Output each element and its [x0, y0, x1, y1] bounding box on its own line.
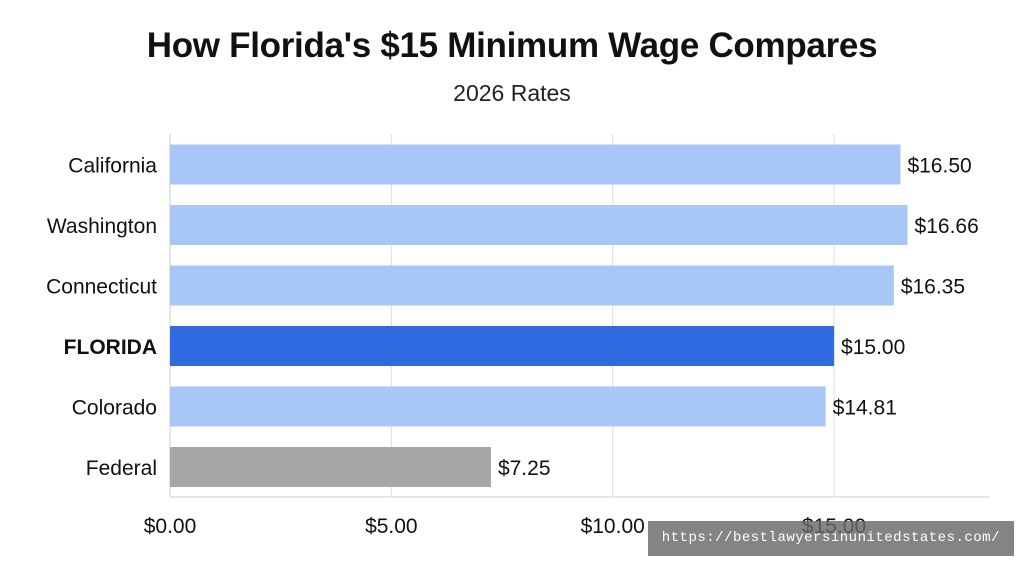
value-label-federal: $7.25 [498, 457, 551, 480]
chart-subtitle: 2026 Rates [453, 80, 571, 106]
value-label-florida: $15.00 [841, 336, 905, 359]
value-label-washington: $16.66 [915, 215, 979, 238]
x-tick-label-0: $0.00 [144, 515, 197, 538]
x-tick-label-1: $5.00 [365, 515, 418, 538]
watermark-url: https://bestlawyersinunitedstates.com/ [647, 521, 1014, 556]
bar-california [170, 144, 901, 185]
chart-title: How Florida's $15 Minimum Wage Compares [146, 26, 878, 65]
category-label-washington: Washington [47, 215, 157, 238]
bar-connecticut [170, 265, 894, 306]
x-tick-label-2: $10.00 [581, 515, 645, 538]
bar-washington [170, 205, 908, 245]
bar-federal [170, 447, 491, 487]
category-label-california: California [68, 155, 157, 178]
category-label-federal: Federal [86, 457, 157, 480]
value-label-connecticut: $16.35 [901, 276, 965, 299]
bar-florida [170, 326, 835, 366]
category-label-florida: FLORIDA [64, 336, 157, 359]
value-label-colorado: $14.81 [833, 397, 897, 420]
value-label-california: $16.50 [907, 155, 971, 178]
category-label-connecticut: Connecticut [46, 276, 157, 299]
category-label-colorado: Colorado [72, 397, 157, 420]
bar-colorado [170, 386, 826, 427]
